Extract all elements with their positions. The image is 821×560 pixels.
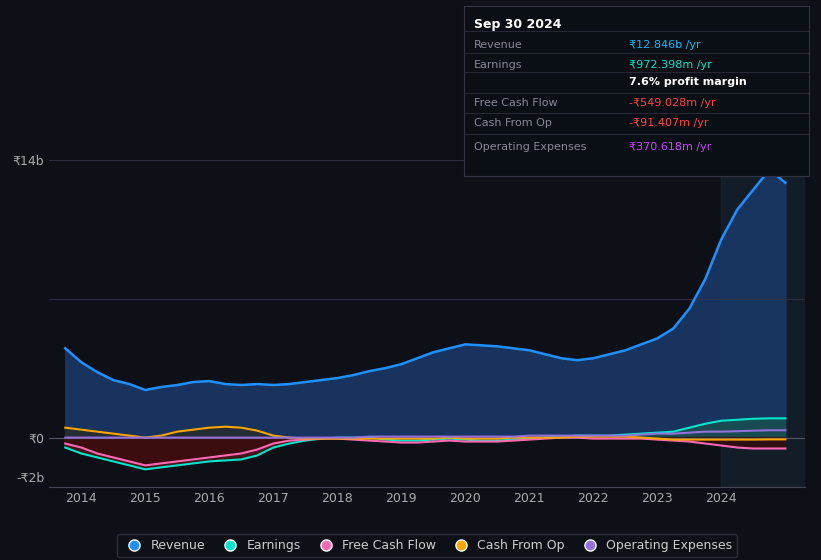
Text: Earnings: Earnings — [475, 60, 523, 70]
Text: Operating Expenses: Operating Expenses — [475, 142, 586, 152]
Text: Cash From Op: Cash From Op — [475, 118, 552, 128]
Text: Free Cash Flow: Free Cash Flow — [475, 98, 557, 108]
Legend: Revenue, Earnings, Free Cash Flow, Cash From Op, Operating Expenses: Revenue, Earnings, Free Cash Flow, Cash … — [117, 534, 737, 557]
Text: ₹370.618m /yr: ₹370.618m /yr — [630, 142, 712, 152]
Text: -₹91.407m /yr: -₹91.407m /yr — [630, 118, 709, 128]
Text: ₹12.846b /yr: ₹12.846b /yr — [630, 40, 701, 50]
Text: -₹549.028m /yr: -₹549.028m /yr — [630, 98, 716, 108]
Text: Sep 30 2024: Sep 30 2024 — [475, 17, 562, 31]
Text: 7.6% profit margin: 7.6% profit margin — [630, 77, 747, 87]
Bar — [722, 140, 805, 487]
Text: ₹972.398m /yr: ₹972.398m /yr — [630, 60, 712, 70]
Text: Revenue: Revenue — [475, 40, 523, 50]
